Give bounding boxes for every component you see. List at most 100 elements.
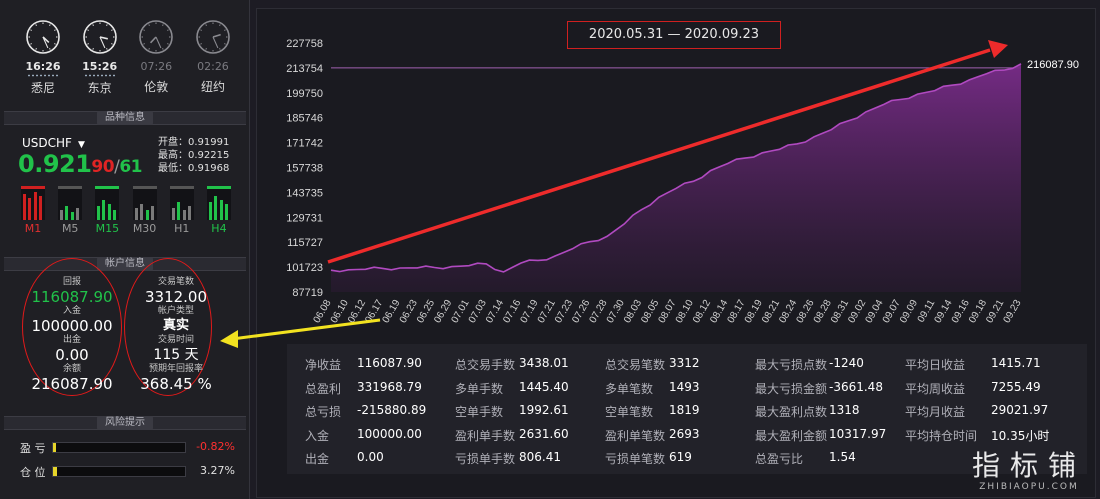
risk-label: 盈 亏 <box>20 442 46 455</box>
left-panel: 16:26 悉尼 15:26 东京 07:26 伦敦 02:26 纽约 <box>0 0 250 499</box>
stat-label: 盈利单笔数 <box>605 428 666 443</box>
clock-hour-hand <box>212 33 221 38</box>
clock-icon <box>139 20 174 54</box>
stat-item: 总亏损 -215880.89 <box>305 403 426 420</box>
highlight-ellipse <box>124 258 212 396</box>
price-main: 0.921 <box>18 150 92 178</box>
strength-meter <box>132 186 157 220</box>
clock-tick <box>143 43 146 45</box>
y-tick-label: 227758 <box>286 38 323 50</box>
clock-tick <box>148 24 151 26</box>
highlight-ellipse <box>22 258 122 396</box>
clock-dots <box>83 74 116 77</box>
annual-return-label: 预期年回报率 <box>148 364 203 374</box>
timeframe-h1[interactable]: H1 <box>169 186 195 236</box>
stat-value: 0.00 <box>357 450 384 464</box>
stat-label: 出金 <box>305 452 330 466</box>
timeframe-label: M1 <box>24 222 42 235</box>
timeframe-h4[interactable]: H4 <box>206 186 232 236</box>
equity-curve-chart: 87719 101723 115727 129731 143735 157738 17174… <box>286 38 1079 325</box>
watermark-cn: 指标铺 <box>971 449 1086 482</box>
clock-tick <box>91 48 94 50</box>
y-tick-label: 101723 <box>286 262 323 274</box>
deposit-label: 入金 <box>62 306 81 316</box>
stat-value: 116087.90 <box>357 356 422 370</box>
stat-value: 1415.71 <box>991 356 1041 370</box>
stat-item: 平均持仓时间 10.35小时 <box>905 427 1049 444</box>
date-range: 2020.05.31 — 2020.09.23 <box>567 21 781 49</box>
stat-label: 总亏损 <box>305 405 342 419</box>
clock-tick <box>86 43 89 45</box>
low-price: 最低：0.91968 <box>158 163 230 174</box>
stat-value: 10317.97 <box>829 426 887 441</box>
timeframe-label: H4 <box>211 222 227 235</box>
timeframe-m1[interactable]: M1 <box>20 186 46 236</box>
clock-rim <box>82 20 117 54</box>
risk-value: -0.82% <box>196 440 235 453</box>
stat-label: 盈利单手数 <box>455 428 516 443</box>
stat-value: 1.54 <box>829 450 856 464</box>
clock-tick <box>35 24 37 26</box>
stat-item: 总交易手数 3438.01 <box>455 356 569 373</box>
clock-tick <box>219 48 221 50</box>
stat-item: 总盈亏比 1.54 <box>755 450 856 467</box>
stat-label: 最大亏损金额 <box>755 381 828 396</box>
clock-rim <box>139 20 174 54</box>
timeframe-m15[interactable]: M15 <box>94 186 120 236</box>
stat-item: 空单笔数 1819 <box>605 403 700 420</box>
clock-icon <box>26 20 60 54</box>
clock-london: 07:26 伦敦 <box>131 18 181 108</box>
y-tick-label: 115727 <box>287 237 323 249</box>
clock-tick <box>110 29 113 31</box>
symbol-selector[interactable]: USDCHF ▼ <box>22 136 85 150</box>
y-tick-label: 213754 <box>286 63 323 75</box>
account-left-column: 回报 116087.90 入金 100000.00 出金 0.00 余额 216… <box>22 277 122 393</box>
ohl-values: 开盘：0.91991 最高：0.92215 最低：0.91968 <box>158 136 229 175</box>
clock-tick <box>148 48 151 50</box>
stat-item: 入金 100000.00 <box>305 427 422 444</box>
risk-bar-track <box>52 442 186 453</box>
clock-tick <box>162 24 164 26</box>
clock-tick <box>30 43 32 45</box>
timeframe-label: H1 <box>174 222 190 235</box>
clock-tick <box>86 29 89 31</box>
return-value: 116087.90 <box>31 288 113 306</box>
strength-meter <box>169 186 194 220</box>
stat-item: 多单手数 1445.40 <box>455 380 569 397</box>
clock-minute-hand <box>42 36 49 49</box>
clock-tick <box>54 29 56 31</box>
timeframe-m30[interactable]: M30 <box>132 186 158 236</box>
clock-city: 伦敦 <box>144 80 169 94</box>
clock-city: 悉尼 <box>30 81 55 95</box>
equity-area <box>331 63 1021 292</box>
clock-hour-hand <box>99 36 108 40</box>
clock-tick <box>219 24 221 26</box>
stat-item: 亏损单手数 806.41 <box>455 450 561 467</box>
clock-tick <box>223 29 226 31</box>
stat-item: 出金 0.00 <box>305 450 384 467</box>
stat-item: 最大盈利金额 10317.97 <box>755 427 886 444</box>
stat-value: 100000.00 <box>357 426 422 441</box>
timeframe-label: M15 <box>95 222 120 235</box>
account-right-column: 交易笔数 3312.00 帐户类型 真实 交易时间 115 天 预期年回报率 3… <box>128 277 224 393</box>
world-clocks: 16:26 悉尼 15:26 东京 07:26 伦敦 02:26 纽约 <box>18 18 238 108</box>
account-type-label: 帐户类型 <box>157 306 194 316</box>
clock-icon <box>82 20 117 54</box>
stat-value: 1445.40 <box>519 379 569 394</box>
timeframe-m5[interactable]: M5 <box>57 186 83 236</box>
strength-meter <box>95 186 120 220</box>
risk-bar-fill <box>53 443 56 452</box>
stat-label: 多单笔数 <box>605 381 654 396</box>
trade-time-value: 115 天 <box>153 347 199 363</box>
clock-tick <box>30 29 32 31</box>
trades-value: 3312.00 <box>144 288 208 306</box>
clock-icon <box>196 20 230 54</box>
clock-tick <box>49 24 51 26</box>
clock-minute-hand <box>212 36 219 49</box>
y-tick-label: 199750 <box>286 88 323 100</box>
stat-value: 806.41 <box>519 450 561 464</box>
clock-time: 07:26 <box>140 60 173 73</box>
stat-value: -215880.89 <box>357 403 427 417</box>
stat-value: 29021.97 <box>991 403 1049 417</box>
stat-value: 1318 <box>829 403 860 417</box>
